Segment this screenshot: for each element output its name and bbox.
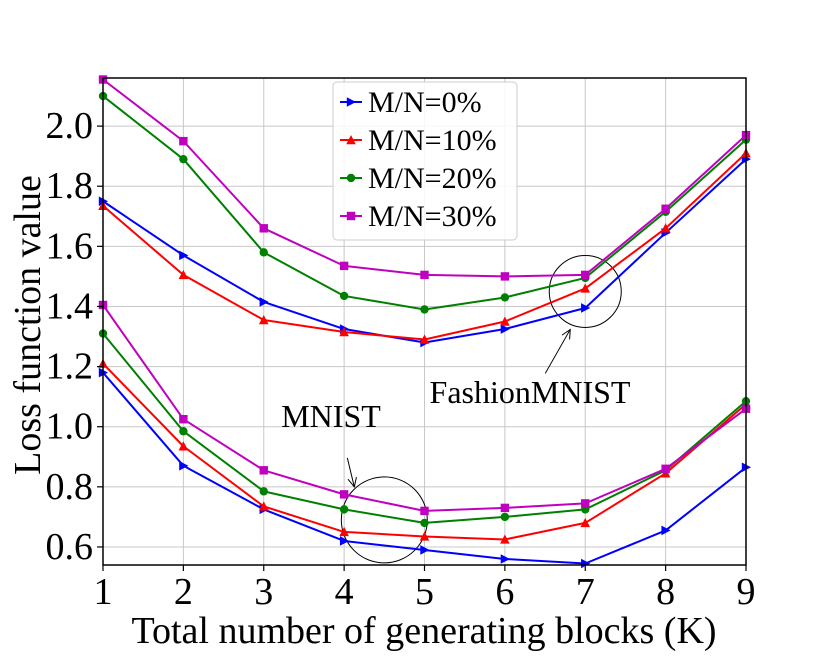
legend-marker-3 xyxy=(346,211,356,221)
x-tick-label-5: 6 xyxy=(495,571,514,613)
data-point-s3-p5 xyxy=(500,272,510,281)
data-point-s1-p6 xyxy=(580,283,591,293)
legend: M/N=0% M/N=10% M/N=20% M/N=30% xyxy=(332,81,518,241)
mnist-annotation-label: MNIST xyxy=(281,398,381,434)
data-point-s4-p1 xyxy=(179,460,189,471)
y-tick-label-0: 0.6 xyxy=(46,526,94,568)
data-point-s7-p6 xyxy=(581,499,590,508)
x-tick-label-3: 4 xyxy=(335,571,354,613)
legend-marker-0 xyxy=(346,97,356,107)
y-tick-label-4: 1.4 xyxy=(46,285,94,327)
x-tick-label-6: 7 xyxy=(576,571,595,613)
data-point-s5-p1 xyxy=(178,441,189,451)
y-tick-label-2: 1.0 xyxy=(46,406,94,448)
fashionmnist-ellipse xyxy=(548,254,622,328)
data-point-s1-p5 xyxy=(500,316,510,326)
x-tick-label-2: 3 xyxy=(254,571,273,613)
legend-marker-1 xyxy=(346,135,356,145)
x-tick-label-4: 5 xyxy=(415,571,434,613)
data-point-s0-p5 xyxy=(500,324,510,334)
data-point-s4-p6 xyxy=(581,558,591,569)
data-point-s7-p4 xyxy=(420,506,429,516)
data-point-s2-p1 xyxy=(179,154,188,164)
data-point-s4-p7 xyxy=(661,525,671,536)
legend-marker-2 xyxy=(346,173,356,183)
data-point-s1-p2 xyxy=(258,314,269,325)
data-point-s7-p3 xyxy=(339,490,349,499)
fashionmnist-annotation-label: FashionMNIST xyxy=(430,374,631,410)
data-point-s4-p3 xyxy=(339,536,350,546)
legend-label-1: M/N=10% xyxy=(368,124,497,157)
mnist-arrow xyxy=(346,457,357,489)
data-point-s0-p2 xyxy=(259,297,269,307)
x-tick-label-8: 9 xyxy=(737,571,756,613)
y-ticks: 0.6 0.8 1.0 1.2 1.4 1.6 1.8 2.0 xyxy=(46,105,103,568)
data-point-s6-p4 xyxy=(420,518,429,528)
y-tick-label-1: 0.8 xyxy=(46,466,94,508)
data-point-s3-p6 xyxy=(581,270,590,280)
data-point-s7-p7 xyxy=(661,464,670,474)
data-point-s5-p2 xyxy=(258,501,269,511)
data-point-s5-p5 xyxy=(500,534,510,544)
data-point-s3-p7 xyxy=(661,204,670,213)
legend-label-2: M/N=20% xyxy=(368,162,497,195)
x-ticks: 1 2 3 4 5 6 7 8 9 xyxy=(94,565,756,613)
data-point-s2-p4 xyxy=(420,305,429,314)
data-point-s3-p4 xyxy=(420,270,429,280)
data-point-s2-p3 xyxy=(339,291,349,301)
data-point-s7-p5 xyxy=(500,503,510,513)
series-fashionmnist-1 xyxy=(98,148,751,344)
data-point-s2-p2 xyxy=(259,248,268,257)
legend-label-0: M/N=0% xyxy=(368,86,482,119)
data-point-s0-p6 xyxy=(581,303,591,313)
fashionmnist-arrow xyxy=(544,328,571,374)
data-point-s1-p4 xyxy=(419,334,430,344)
data-point-s5-p3 xyxy=(339,526,349,537)
legend-box xyxy=(332,81,518,241)
data-point-s0-p1 xyxy=(179,250,189,261)
data-point-s6-p1 xyxy=(179,427,188,436)
data-point-s3-p2 xyxy=(259,224,268,233)
y-axis-label: Loss function value xyxy=(7,175,49,475)
data-point-s1-p7 xyxy=(660,223,671,233)
legend-label-3: M/N=30% xyxy=(368,200,497,233)
x-tick-label-7: 8 xyxy=(656,571,675,613)
y-tick-label-7: 2.0 xyxy=(46,105,94,147)
data-point-s4-p5 xyxy=(500,554,510,564)
data-point-s6-p2 xyxy=(259,487,268,496)
data-point-s4-p4 xyxy=(420,545,430,555)
data-point-s5-p6 xyxy=(580,517,591,528)
series-group xyxy=(98,75,751,569)
data-point-s3-p1 xyxy=(179,136,188,146)
mnist-ellipse xyxy=(340,476,428,564)
x-tick-label-0: 1 xyxy=(94,571,113,613)
data-point-s7-p2 xyxy=(259,466,268,475)
x-tick-label-1: 2 xyxy=(174,571,193,613)
data-point-s2-p5 xyxy=(500,293,510,302)
data-point-s3-p3 xyxy=(339,261,349,271)
data-point-s5-p4 xyxy=(419,531,430,541)
data-point-s1-p3 xyxy=(339,327,349,337)
data-point-s1-p1 xyxy=(178,269,189,280)
y-tick-label-3: 1.2 xyxy=(46,346,94,388)
data-point-s6-p3 xyxy=(339,505,349,514)
data-point-s7-p1 xyxy=(179,415,188,424)
legend-symbols xyxy=(340,97,362,221)
y-tick-label-6: 1.8 xyxy=(46,165,94,207)
data-point-s6-p5 xyxy=(500,512,510,522)
y-tick-label-5: 1.6 xyxy=(46,225,94,267)
x-axis-label: Total number of generating blocks (K) xyxy=(131,610,716,652)
